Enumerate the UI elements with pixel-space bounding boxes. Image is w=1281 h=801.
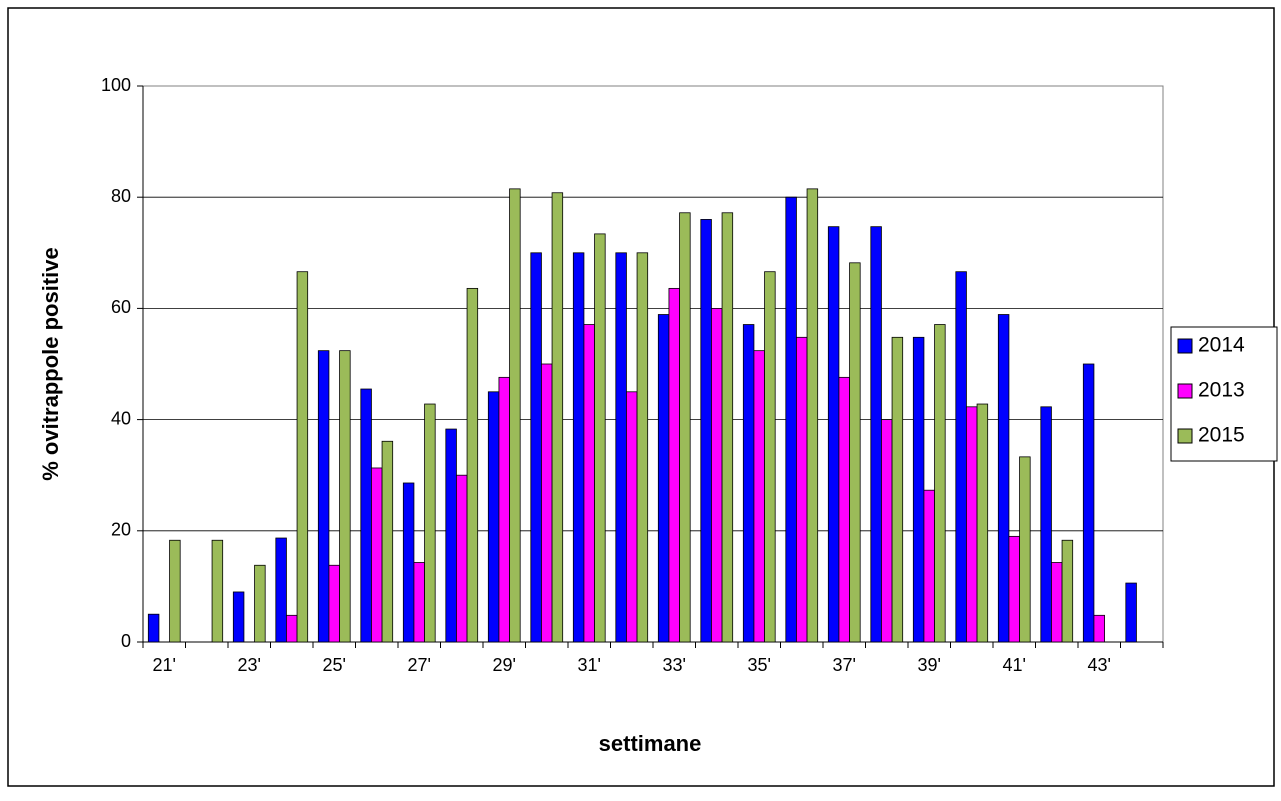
bar (509, 188, 521, 643)
bar (275, 537, 287, 643)
bar (551, 192, 564, 643)
x-tick-label: 37' (833, 655, 856, 675)
bar (976, 403, 989, 643)
bar (1040, 406, 1052, 643)
bar (1061, 539, 1074, 643)
x-tick-label: 25' (323, 655, 346, 675)
bar (1125, 582, 1137, 643)
bar (881, 419, 893, 643)
x-tick-label: 43' (1088, 655, 1111, 675)
bar (636, 252, 649, 643)
x-axis-label: settimane (599, 731, 702, 756)
bar (785, 196, 797, 643)
y-tick-label: 80 (111, 186, 131, 206)
bar (934, 324, 946, 643)
plot-area (142, 85, 1164, 643)
bar (657, 314, 670, 643)
x-tick-label: 29' (493, 655, 516, 675)
bar (668, 287, 680, 643)
bar (1093, 614, 1105, 643)
y-tick-label: 100 (101, 75, 131, 95)
legend-label: 2014 (1198, 334, 1245, 357)
bar (838, 376, 850, 643)
bar (626, 391, 638, 643)
bar (424, 403, 436, 643)
x-tick-label: 21' (153, 655, 176, 675)
legend-swatch (1177, 428, 1193, 444)
x-tick-label: 41' (1003, 655, 1026, 675)
y-tick-label: 60 (111, 297, 131, 317)
bar (328, 564, 340, 643)
bar (1008, 535, 1020, 643)
bar (796, 336, 808, 643)
bar (742, 324, 755, 643)
y-tick-label: 0 (121, 631, 131, 651)
bar (541, 363, 553, 643)
x-tick-label: 39' (918, 655, 941, 675)
bar (1019, 456, 1031, 643)
bar (1082, 363, 1095, 643)
bar (498, 376, 510, 643)
bar (232, 591, 245, 643)
x-tick-label: 31' (578, 655, 601, 675)
x-tick-label: 23' (238, 655, 261, 675)
bar (615, 252, 627, 643)
y-axis-label: % ovitrappole positive (38, 247, 63, 481)
bar (211, 539, 224, 643)
bar (317, 350, 330, 643)
bar (487, 391, 500, 643)
bar (339, 350, 351, 643)
bar (254, 564, 266, 643)
y-tick-label: 40 (111, 408, 131, 428)
bar (997, 314, 1010, 643)
bar (923, 489, 935, 643)
bar (827, 226, 840, 643)
x-tick-label: 33' (663, 655, 686, 675)
bar (764, 271, 776, 643)
bar (530, 252, 542, 643)
bar (413, 562, 425, 643)
bar (711, 307, 723, 643)
legend-label: 2015 (1198, 424, 1245, 447)
bar (402, 482, 415, 643)
bar (955, 271, 967, 643)
bar (296, 271, 309, 643)
bar (286, 614, 298, 643)
y-tick-label: 20 (111, 520, 131, 540)
bar (169, 539, 181, 643)
bar (583, 324, 595, 643)
bar (147, 613, 160, 643)
legend-swatch (1177, 383, 1193, 399)
bar (371, 467, 383, 643)
bar (700, 219, 712, 643)
x-tick-label: 35' (748, 655, 771, 675)
bar (381, 440, 394, 643)
bar (753, 350, 765, 643)
bar (806, 188, 819, 643)
bar (870, 226, 882, 643)
bar (572, 252, 585, 643)
bar (966, 406, 978, 643)
bar (466, 287, 479, 643)
bar (849, 262, 861, 643)
bar (594, 233, 606, 643)
bar (1051, 562, 1063, 643)
bar (456, 474, 468, 643)
bar (891, 336, 904, 643)
bar (445, 428, 457, 643)
bar (721, 212, 734, 643)
legend-swatch (1177, 338, 1193, 354)
x-tick-label: 27' (408, 655, 431, 675)
legend-label: 2013 (1198, 379, 1245, 402)
bar (360, 388, 372, 643)
bar (912, 336, 925, 643)
bar (679, 212, 691, 643)
